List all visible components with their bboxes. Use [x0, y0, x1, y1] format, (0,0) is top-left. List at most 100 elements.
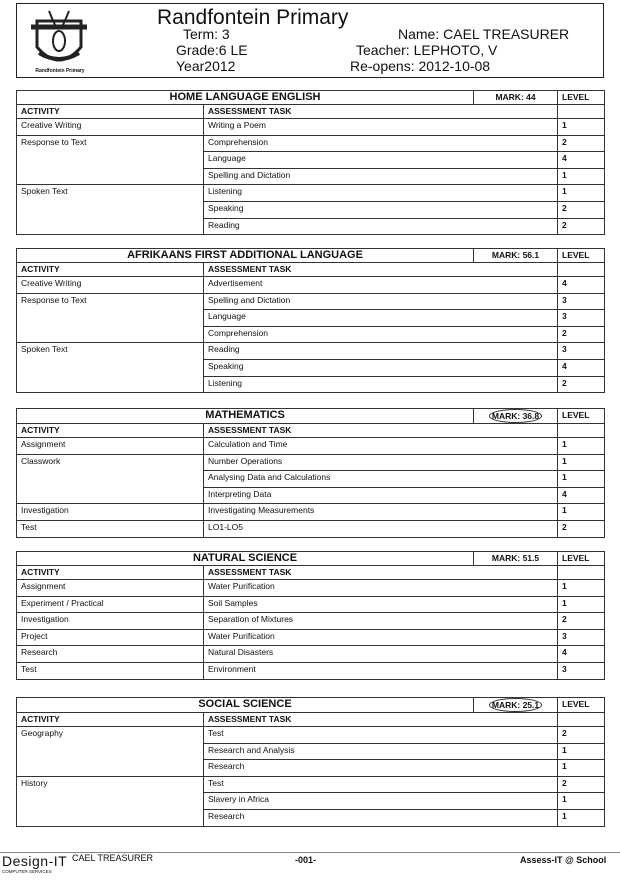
subject-mark: MARK: 51.5: [473, 551, 559, 566]
level-value: 2: [557, 775, 605, 794]
table-row: Assignment Water Purification 1: [16, 579, 606, 597]
level-value: 2: [557, 726, 605, 744]
subject-section: MATHEMATICS MARK: 36.8 LEVEL ACTIVITY ASSESS…: [15, 408, 606, 538]
column-header-row: ACTIVITY ASSESSMENT TASK: [16, 262, 606, 277]
assessment-task: Research: [203, 759, 558, 777]
assessment-task: Water Purification: [202, 579, 559, 597]
level-header: LEVEL: [557, 248, 606, 263]
activity-name: Response to Text: [16, 292, 204, 344]
level-header: LEVEL: [557, 551, 606, 566]
table-row: Investigation Separation of Mixtures 2: [16, 612, 606, 630]
level-value: 2: [557, 375, 606, 394]
level-value: 1: [557, 759, 605, 777]
assessment-task: Research and Analysis: [203, 742, 558, 761]
assessment-task: Listening: [202, 184, 559, 202]
mark-value: MARK: 44: [495, 92, 536, 102]
task-header: ASSESSMENT TASK: [202, 423, 559, 438]
subject-name: MATHEMATICS: [15, 408, 475, 424]
level-value: 3: [557, 309, 606, 327]
column-header-row: ACTIVITY ASSESSMENT TASK: [16, 104, 606, 119]
activity-name: Test: [16, 519, 204, 538]
level-value: 4: [557, 486, 606, 505]
level-header-blank: [557, 104, 606, 119]
level-value: 1: [557, 742, 605, 761]
level-value: 1: [557, 595, 606, 614]
school-crest-logo: [31, 10, 87, 62]
assessment-task: Reading: [202, 342, 559, 360]
term: Term: 3: [183, 26, 230, 42]
table-row: Creative Writing Advertisement 4: [16, 276, 606, 294]
footer-brand: Design-IT: [2, 853, 68, 869]
assessment-task: Interpreting Data: [202, 486, 559, 505]
level-value: 1: [557, 503, 606, 521]
assessment-task: Test: [203, 775, 558, 794]
activity-name: Creative Writing: [16, 118, 204, 136]
subject-name: NATURAL SCIENCE: [15, 551, 475, 566]
subject-name: AFRIKAANS FIRST ADDITIONAL LANGUAGE: [15, 248, 475, 263]
mark-value: MARK: 51.5: [491, 553, 540, 563]
table-row: Spoken Text Listening 1: [16, 184, 606, 236]
task-header: ASSESSMENT TASK: [202, 565, 559, 580]
level-value: 2: [557, 519, 606, 538]
task-header: ASSESSMENT TASK: [202, 262, 559, 277]
subject-table: AFRIKAANS FIRST ADDITIONAL LANGUAGE MARK:…: [15, 248, 606, 394]
table-row: Speaking 4: [17, 358, 606, 377]
table-row: Geography Test 2: [16, 726, 605, 777]
level-value: 2: [557, 217, 606, 236]
subject-mark: MARK: 36.8: [473, 408, 559, 424]
level-value: 4: [557, 358, 606, 377]
footer-product: Assess-IT @ School: [520, 855, 607, 865]
activity-name: Spoken Text: [16, 342, 204, 394]
task-header: ASSESSMENT TASK: [203, 712, 558, 727]
footer-divider: [0, 852, 620, 853]
level-header-blank: [557, 712, 605, 727]
subject-table: MATHEMATICS MARK: 36.8 LEVEL ACTIVITY ASSESS…: [15, 408, 606, 538]
subject-table: HOME LANGUAGE ENGLISH MARK: 44 LEVEL ACTIVI…: [15, 90, 606, 236]
level-value: 3: [557, 661, 606, 680]
table-row: Reading 2: [17, 217, 606, 236]
level-value: 1: [557, 792, 605, 810]
activity-name: Investigation: [16, 503, 204, 521]
activity-name: Assignment: [16, 579, 204, 597]
table-row: Classwork Number Operations 1: [16, 453, 606, 505]
table-row: Test Environment 3: [16, 661, 606, 680]
assessment-task: Research: [203, 808, 558, 827]
level-header-blank: [557, 423, 606, 438]
assessment-task: Environment: [202, 661, 559, 680]
subject-section: HOME LANGUAGE ENGLISH MARK: 44 LEVEL ACTIVI…: [15, 90, 606, 236]
level-value: 4: [557, 645, 606, 663]
table-row: Test LO1-LO5 2: [16, 519, 606, 538]
year: Year2012: [176, 58, 236, 74]
level-header-blank: [557, 565, 606, 580]
table-row: Interpreting Data 4: [17, 486, 606, 505]
level-header: LEVEL: [557, 90, 606, 105]
school-name: Randfontein Primary: [157, 6, 349, 29]
assessment-task: Writing a Poem: [202, 118, 559, 136]
footer-student: CAEL TREASURER: [72, 853, 154, 863]
subject-name: SOCIAL SCIENCE: [16, 697, 474, 713]
activity-header: ACTIVITY: [16, 423, 204, 438]
activity-header: ACTIVITY: [16, 104, 204, 119]
activity-name: Classwork: [16, 453, 204, 505]
level-value: 1: [557, 118, 606, 136]
table-row: Listening 2: [17, 375, 606, 394]
assessment-task: LO1-LO5: [202, 519, 559, 538]
level-value: 1: [557, 579, 606, 597]
footer-brand-sub: COMPUTER SERVICES: [2, 869, 52, 874]
assessment-task: Speaking: [202, 200, 559, 219]
subject-section: NATURAL SCIENCE MARK: 51.5 LEVEL ACTIVITY AS…: [15, 551, 606, 680]
table-row: Analysing Data and Calculations 1: [17, 470, 606, 488]
level-value: 1: [557, 453, 606, 472]
level-value: 1: [557, 470, 606, 488]
activity-name: Investigation: [16, 612, 204, 630]
section-title-row: MATHEMATICS MARK: 36.8 LEVEL: [15, 408, 606, 424]
logo-caption: Randfontein Primary: [35, 68, 85, 74]
assessment-task: Soil Samples: [202, 595, 559, 614]
assessment-task: Spelling and Dictation: [202, 167, 559, 186]
section-title-row: SOCIAL SCIENCE MARK: 25.1 LEVEL: [16, 697, 605, 713]
level-value: 1: [557, 184, 606, 202]
student-name: Name: CAEL TREASURER: [398, 26, 570, 42]
table-row: Research Natural Disasters 4: [16, 645, 606, 663]
assessment-task: Investigating Measurements: [202, 503, 559, 521]
level-header: LEVEL: [557, 697, 605, 713]
